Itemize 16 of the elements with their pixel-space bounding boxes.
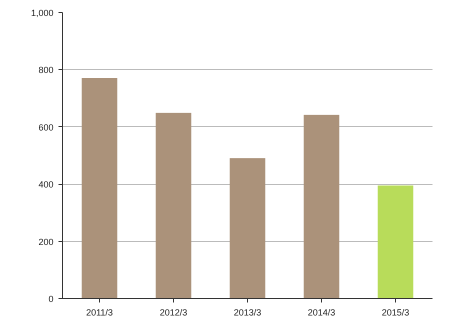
bar	[230, 158, 266, 298]
y-tick-label: 200	[38, 236, 54, 247]
x-tick-label: 2014/3	[308, 308, 336, 318]
x-tick-label: 2015/3	[382, 308, 410, 318]
bar	[156, 112, 192, 298]
x-tick-label: 2012/3	[160, 308, 188, 318]
y-tick-label: 600	[38, 122, 54, 132]
y-tick-label: 400	[38, 180, 54, 190]
bar	[378, 186, 414, 298]
y-tick-label: 0	[48, 294, 54, 304]
bar	[82, 78, 118, 298]
x-tick-label: 2011/3	[86, 308, 113, 318]
y-tick-label: 800	[38, 65, 54, 76]
y-tick-label: 1,000	[30, 8, 54, 18]
bar	[304, 114, 340, 298]
x-tick-label: 2013/3	[234, 308, 262, 318]
